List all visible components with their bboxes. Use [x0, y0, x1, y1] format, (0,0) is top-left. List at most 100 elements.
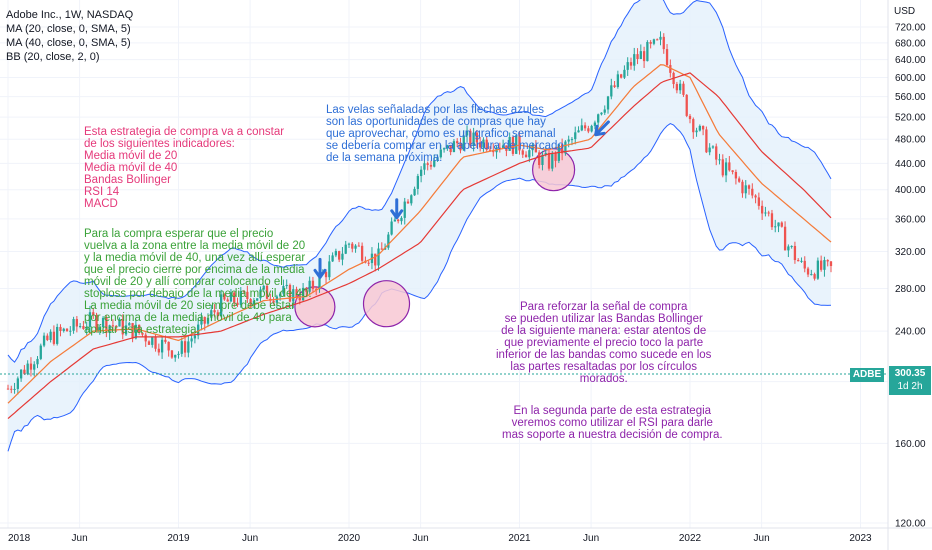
candle [433, 154, 436, 168]
indicator-ma20-label[interactable]: MA (20, close, 0, SMA, 5) [6, 23, 131, 35]
bollinger-lower-line [7, 123, 832, 452]
candle-body [315, 288, 318, 290]
candle-body [793, 245, 797, 261]
candle [731, 170, 734, 175]
candle-body [554, 153, 557, 161]
candle [597, 113, 600, 128]
candle [236, 297, 239, 308]
price-tick-label: 520.00 [895, 113, 926, 124]
candle [52, 325, 56, 346]
candle-body [705, 129, 708, 153]
candle-body [164, 339, 167, 342]
candle [331, 252, 334, 262]
candle-body [216, 312, 219, 317]
candle-body [69, 330, 72, 332]
candle [701, 125, 705, 136]
time-tick-label: Jun [242, 533, 258, 544]
candle-body [334, 251, 338, 256]
price-axis[interactable]: 720.00 680.00 640.00 600.00 560.00 520.00 480.… [895, 23, 926, 530]
candle [69, 326, 72, 336]
candle [108, 324, 111, 340]
candle-body [820, 260, 823, 270]
candle [738, 176, 741, 183]
candle [554, 151, 557, 168]
candle [715, 143, 718, 166]
candle-body [138, 324, 141, 333]
candle [167, 341, 170, 357]
candle [347, 242, 351, 249]
candle-body [331, 255, 334, 262]
time-axis[interactable]: 2018 Jun 2019 Jun 2020 Jun 2021 Jun 2022 Jun 2023 [8, 533, 872, 544]
price-tick-label: 720.00 [895, 23, 926, 34]
indicator-bb-label[interactable]: BB (20, close, 2, 0) [6, 51, 100, 63]
candle-body [829, 261, 833, 267]
candle [652, 38, 656, 46]
candle [429, 160, 433, 170]
candle [662, 33, 665, 54]
candle-body [560, 144, 564, 154]
candle [774, 219, 777, 233]
candle-body [180, 341, 183, 354]
candle-body [629, 62, 633, 66]
candle [734, 169, 738, 185]
candle-body [695, 130, 698, 133]
candle-body [233, 292, 236, 303]
candle [465, 125, 469, 143]
price-tick-label: 400.00 [895, 185, 926, 196]
candle-body [6, 388, 10, 390]
candle-body [662, 36, 665, 50]
candle [629, 57, 633, 70]
candle-body [23, 369, 26, 374]
candle [469, 128, 472, 149]
indicator-ma40-label[interactable]: MA (40, close, 0, SMA, 5) [6, 37, 131, 49]
candle-body [403, 201, 406, 218]
candle [610, 78, 613, 100]
candle-body [78, 326, 82, 328]
candle [534, 140, 538, 153]
candle-body [806, 268, 810, 275]
price-tick-label: 680.00 [895, 38, 926, 49]
candle-body [521, 150, 524, 155]
candle-body [728, 162, 731, 171]
candle [219, 289, 223, 318]
candle-body [324, 271, 328, 278]
candle-body [390, 221, 393, 235]
note-rsi: En la segunda parte de esta estrategia v… [502, 405, 723, 441]
candle [29, 357, 33, 377]
candle-body [347, 243, 351, 245]
candle [151, 336, 154, 348]
candle [528, 145, 531, 163]
candle-body [252, 300, 256, 305]
candle [633, 47, 636, 71]
note-line: y la media móvil de 40, una vez allí esp… [84, 252, 306, 264]
candle [442, 147, 446, 153]
note-line: RSI 14 [84, 186, 120, 198]
candle [131, 322, 134, 343]
candle [721, 154, 724, 178]
candle [626, 57, 629, 76]
time-tick-label: Jun [413, 533, 429, 544]
candle-body [567, 139, 570, 142]
candle-body [13, 388, 16, 390]
candle [623, 65, 626, 80]
candle-body [423, 163, 426, 170]
candle-body [597, 114, 600, 123]
candle-body [593, 122, 597, 126]
candle [515, 135, 518, 155]
candle [770, 209, 774, 230]
candle-body [446, 145, 449, 149]
candle-body [328, 261, 331, 278]
candle [95, 312, 98, 333]
candle-body [213, 310, 216, 313]
candle-body [111, 325, 115, 327]
candle [567, 135, 570, 148]
candle-body [515, 135, 518, 154]
candle-body [583, 125, 587, 129]
candle-body [587, 128, 590, 132]
candle-body [757, 197, 761, 206]
candle-body [285, 284, 288, 287]
candle [793, 241, 797, 264]
candle [708, 143, 711, 156]
price-tick-label: 320.00 [895, 247, 926, 258]
